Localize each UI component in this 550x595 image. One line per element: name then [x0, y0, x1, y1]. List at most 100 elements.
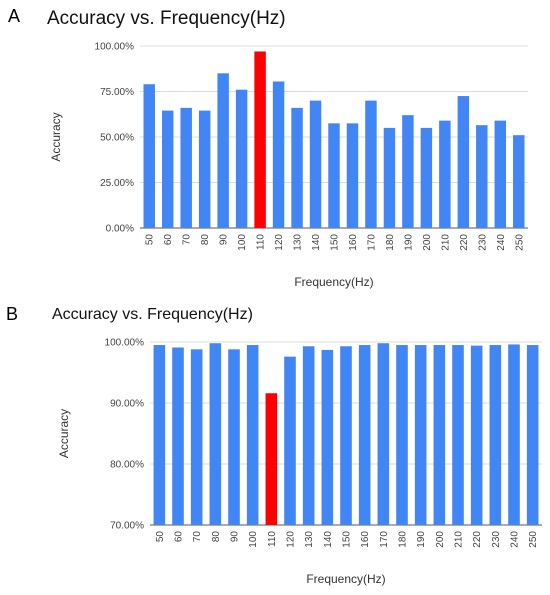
bar — [470, 345, 483, 525]
x-tick-label: 150 — [330, 234, 341, 251]
bar — [209, 343, 222, 525]
bar — [198, 110, 211, 228]
x-tick-label: 200 — [422, 234, 433, 251]
y-axis-label: Accuracy — [57, 409, 71, 458]
chart-title-b: Accuracy vs. Frequency(Hz) — [52, 306, 253, 323]
bar — [377, 343, 390, 525]
x-tick-label: 50 — [155, 531, 166, 543]
bar — [494, 120, 507, 228]
y-tick-label: 70.00% — [110, 521, 144, 532]
bar — [228, 349, 240, 525]
x-tick-label: 170 — [366, 234, 377, 251]
x-tick-label: 210 — [440, 234, 451, 251]
x-tick-label: 140 — [311, 234, 322, 251]
x-tick-label: 130 — [293, 234, 304, 251]
x-tick-label: 150 — [342, 531, 353, 548]
bar — [402, 115, 414, 228]
bar — [508, 344, 520, 525]
x-tick-label: 230 — [491, 531, 502, 548]
x-tick-label: 170 — [379, 531, 390, 548]
bar — [153, 345, 166, 525]
bar — [526, 345, 539, 525]
bar — [190, 349, 203, 525]
x-tick-label: 240 — [496, 234, 507, 251]
x-tick-label: 130 — [304, 531, 315, 548]
x-tick-label: 80 — [211, 531, 222, 543]
bar — [321, 349, 334, 525]
y-tick-label: 90.00% — [110, 399, 144, 410]
x-tick-label: 120 — [274, 234, 285, 251]
bar-highlighted — [265, 393, 278, 525]
bar — [180, 107, 192, 228]
bar — [383, 127, 396, 228]
x-tick-label: 250 — [528, 531, 539, 548]
x-tick-label: 220 — [472, 531, 483, 548]
x-tick-label: 240 — [510, 531, 521, 548]
bar — [235, 89, 248, 229]
bar — [439, 120, 451, 228]
bar — [284, 356, 296, 525]
x-tick-label: 140 — [323, 531, 334, 548]
x-tick-label: 160 — [348, 234, 359, 251]
x-tick-label: 200 — [435, 531, 446, 548]
x-tick-label: 220 — [459, 234, 470, 251]
bar — [420, 127, 433, 228]
x-tick-label: 90 — [230, 531, 241, 543]
x-tick-label: 190 — [416, 531, 427, 548]
y-tick-label: 25.00% — [100, 178, 134, 189]
bar — [328, 123, 340, 228]
chart-panel-a: A Accuracy vs. Frequency(Hz) 0.00% 25.00%… — [8, 6, 528, 289]
bar — [309, 100, 322, 228]
chart-b-svg: 70.00% 80.00% 90.00% 100.00% 50 60 70 80 90 100 11… — [57, 338, 542, 586]
x-tick-label: 120 — [286, 531, 297, 548]
x-tick-label: 90 — [219, 234, 230, 246]
x-tick-label: 60 — [174, 531, 185, 543]
x-tick-label: 230 — [477, 234, 488, 251]
x-tick-label: 160 — [360, 531, 371, 548]
chart-title-a: Accuracy vs. Frequency(Hz) — [47, 8, 286, 29]
bar-highlighted — [254, 51, 266, 229]
bar — [272, 81, 285, 229]
bar — [358, 345, 371, 525]
bar — [291, 107, 303, 228]
x-tick-label: 190 — [403, 234, 414, 251]
y-tick-label: 100.00% — [95, 42, 135, 53]
x-tick-label: 180 — [398, 531, 409, 548]
x-tick-label: 110 — [267, 531, 278, 547]
x-tick-label: 50 — [145, 234, 156, 246]
x-tick-label: 70 — [192, 531, 203, 543]
y-tick-label: 100.00% — [105, 338, 145, 349]
bar — [340, 346, 352, 525]
bar — [246, 345, 259, 525]
x-tick-label: 110 — [256, 234, 267, 250]
bar — [457, 96, 470, 228]
bar — [302, 346, 315, 525]
x-tick-label: 60 — [163, 234, 174, 246]
bar — [161, 110, 174, 228]
bar — [476, 125, 488, 228]
bar — [365, 100, 377, 228]
chart-a-svg: 0.00% 25.00% 50.00% 75.00% 100.00% 50 60 70 80 90… — [49, 42, 528, 289]
bar — [433, 345, 446, 525]
bar — [396, 345, 408, 525]
x-tick-label: 250 — [514, 234, 525, 251]
y-axis-label: Accuracy — [49, 112, 63, 161]
bar — [143, 84, 155, 228]
bar — [513, 135, 525, 228]
panel-label-a: A — [8, 6, 21, 26]
x-axis-label: Frequency(Hz) — [306, 572, 385, 586]
bar — [489, 345, 502, 525]
bar — [346, 123, 359, 228]
x-tick-label: 210 — [454, 531, 465, 548]
y-tick-label: 50.00% — [100, 133, 134, 144]
bar — [414, 345, 427, 525]
x-tick-label: 100 — [237, 234, 248, 251]
x-axis-label: Frequency(Hz) — [294, 275, 373, 289]
bar — [217, 73, 229, 228]
bar — [452, 345, 464, 525]
y-tick-label: 80.00% — [110, 460, 144, 471]
x-tick-label: 80 — [200, 234, 211, 246]
x-tick-label: 180 — [385, 234, 396, 251]
chart-panel-b: B Accuracy vs. Frequency(Hz) 70.00% 80.00… — [0, 300, 550, 595]
panel-label-b: B — [6, 304, 19, 324]
